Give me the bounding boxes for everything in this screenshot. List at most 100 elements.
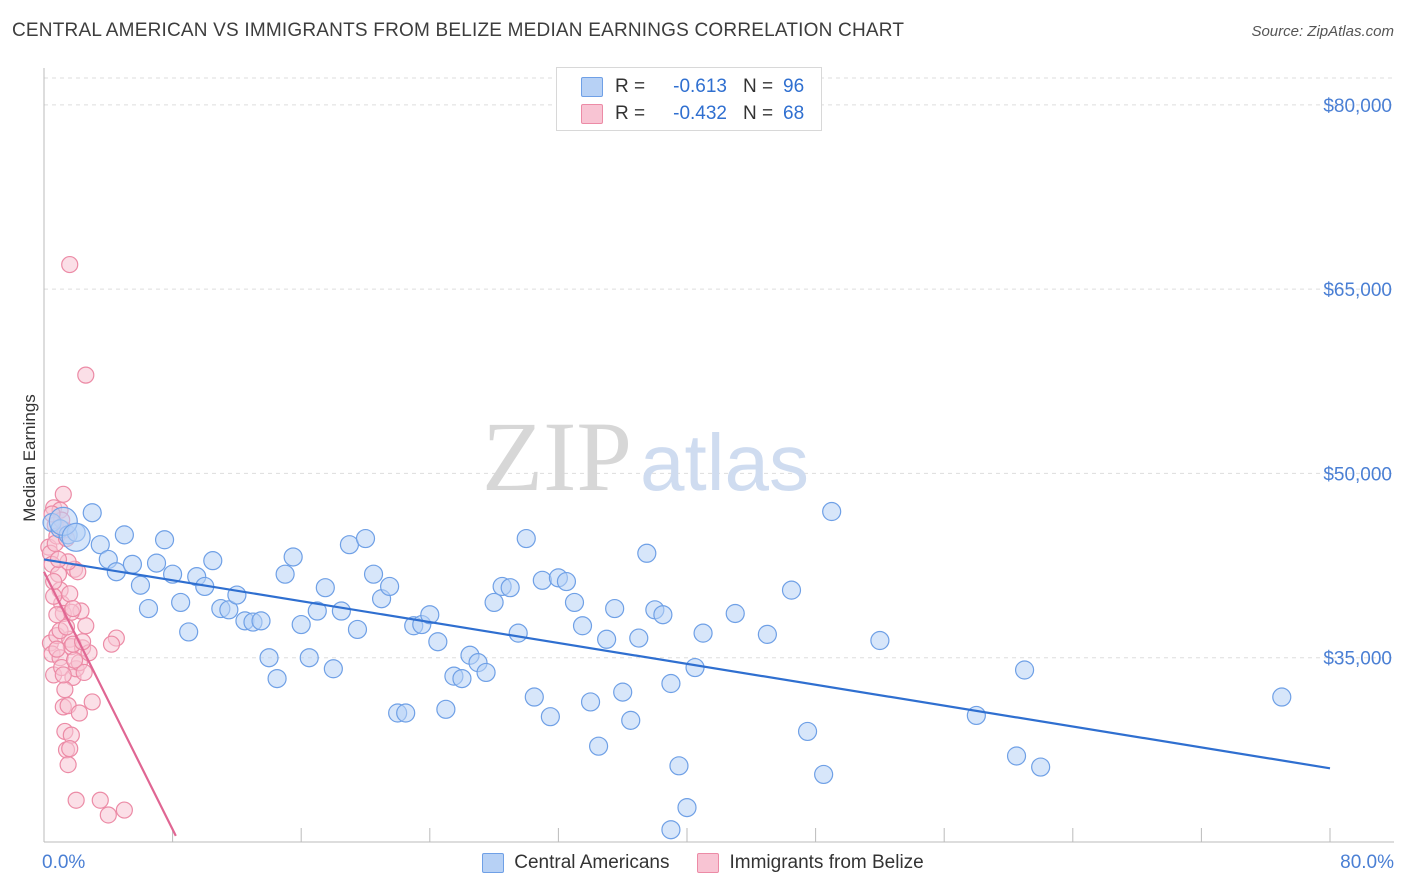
series-legend-swatch-blue — [482, 853, 505, 873]
data-point — [428, 632, 448, 652]
data-point — [259, 648, 279, 668]
data-point — [540, 707, 560, 727]
x-tick-label-min: 0.0% — [42, 852, 86, 873]
chart-source: Source: ZipAtlas.com — [1251, 23, 1394, 40]
data-point — [605, 598, 625, 619]
grid-lines — [44, 77, 1394, 659]
legend-swatch-blue — [581, 77, 603, 97]
data-point — [203, 551, 223, 571]
data-point — [251, 611, 271, 631]
data-point — [621, 710, 641, 730]
data-point — [508, 623, 528, 643]
data-point — [396, 703, 416, 723]
data-point — [814, 764, 834, 785]
data-point — [588, 736, 609, 756]
data-point — [219, 600, 239, 620]
data-point — [61, 255, 79, 274]
legend-r-label: R = — [615, 103, 646, 124]
watermark-atlas: atlas — [640, 418, 809, 507]
data-point — [130, 575, 151, 595]
y-tick-label: $65,000 — [1323, 280, 1392, 301]
data-point — [613, 682, 633, 702]
y-tick-label: $50,000 — [1323, 464, 1392, 485]
data-point — [597, 629, 617, 649]
legend-r-value: -0.432 — [673, 103, 727, 124]
data-point — [154, 530, 175, 550]
data-point — [77, 366, 95, 384]
watermark-zip: ZIP — [482, 401, 632, 512]
series-legend-label: Immigrants from Belize — [729, 852, 924, 873]
data-point — [75, 663, 93, 682]
data-point — [693, 623, 713, 643]
y-tick-label: $80,000 — [1323, 96, 1392, 117]
data-point — [637, 543, 657, 563]
chart-title: CENTRAL AMERICAN VS IMMIGRANTS FROM BELI… — [12, 20, 905, 41]
data-point — [64, 599, 82, 618]
data-point — [347, 619, 368, 640]
data-point — [122, 554, 143, 574]
data-point — [629, 628, 649, 648]
data-point — [436, 699, 456, 719]
data-point — [677, 797, 697, 818]
data-point — [339, 535, 360, 555]
y-tick-labels: $35,000 $50,000 $65,000 $80,000 — [1323, 96, 1392, 670]
data-point — [49, 550, 68, 569]
data-point — [83, 693, 101, 711]
legend-r-value: -0.613 — [673, 76, 727, 97]
data-point — [67, 791, 85, 809]
data-point — [452, 668, 472, 689]
data-point — [138, 598, 159, 619]
legend-swatch-pink — [581, 104, 603, 124]
data-point — [65, 651, 84, 669]
data-point — [725, 603, 745, 624]
data-point — [797, 721, 818, 742]
data-point — [99, 806, 117, 824]
trend-lines — [43, 558, 1331, 837]
data-point — [653, 605, 673, 625]
data-point — [484, 592, 504, 613]
data-point — [331, 601, 351, 621]
watermark: ZIP atlas — [482, 401, 809, 512]
data-point — [1272, 687, 1292, 707]
series-legend-label: Central Americans — [514, 852, 670, 873]
data-point — [556, 571, 577, 592]
data-point — [102, 635, 121, 653]
data-point — [1014, 660, 1035, 680]
data-point — [91, 791, 109, 809]
data-point — [363, 564, 384, 584]
data-point — [315, 578, 335, 598]
data-point — [685, 657, 705, 678]
data-point — [1031, 757, 1051, 777]
data-point — [380, 576, 400, 597]
legend-n-label: N = — [743, 103, 774, 124]
data-point — [283, 547, 303, 567]
data-point — [179, 622, 199, 642]
data-point — [48, 640, 66, 658]
data-point — [56, 681, 74, 699]
data-point — [420, 605, 440, 625]
data-point — [146, 553, 167, 573]
data-point — [90, 535, 110, 555]
data-point — [82, 503, 102, 523]
legend-row-belize: R = -0.432 N = 68 — [581, 102, 804, 126]
data-point-large — [61, 522, 91, 552]
data-point — [70, 704, 88, 722]
data-point — [54, 666, 72, 684]
data-point — [532, 570, 552, 590]
data-point — [870, 630, 890, 651]
data-point — [54, 485, 72, 503]
data-point — [323, 659, 343, 679]
trend-line-belize — [43, 571, 177, 837]
data-point — [299, 648, 319, 668]
data-point — [661, 673, 681, 694]
data-point — [59, 755, 77, 774]
data-point — [757, 624, 777, 644]
data-point — [500, 578, 520, 598]
data-point — [114, 525, 134, 545]
data-point — [516, 528, 536, 549]
data-point — [1006, 746, 1027, 766]
data-point — [291, 614, 311, 635]
data-point — [355, 528, 376, 549]
legend-row-central-american: R = -0.613 N = 96 — [581, 75, 804, 99]
